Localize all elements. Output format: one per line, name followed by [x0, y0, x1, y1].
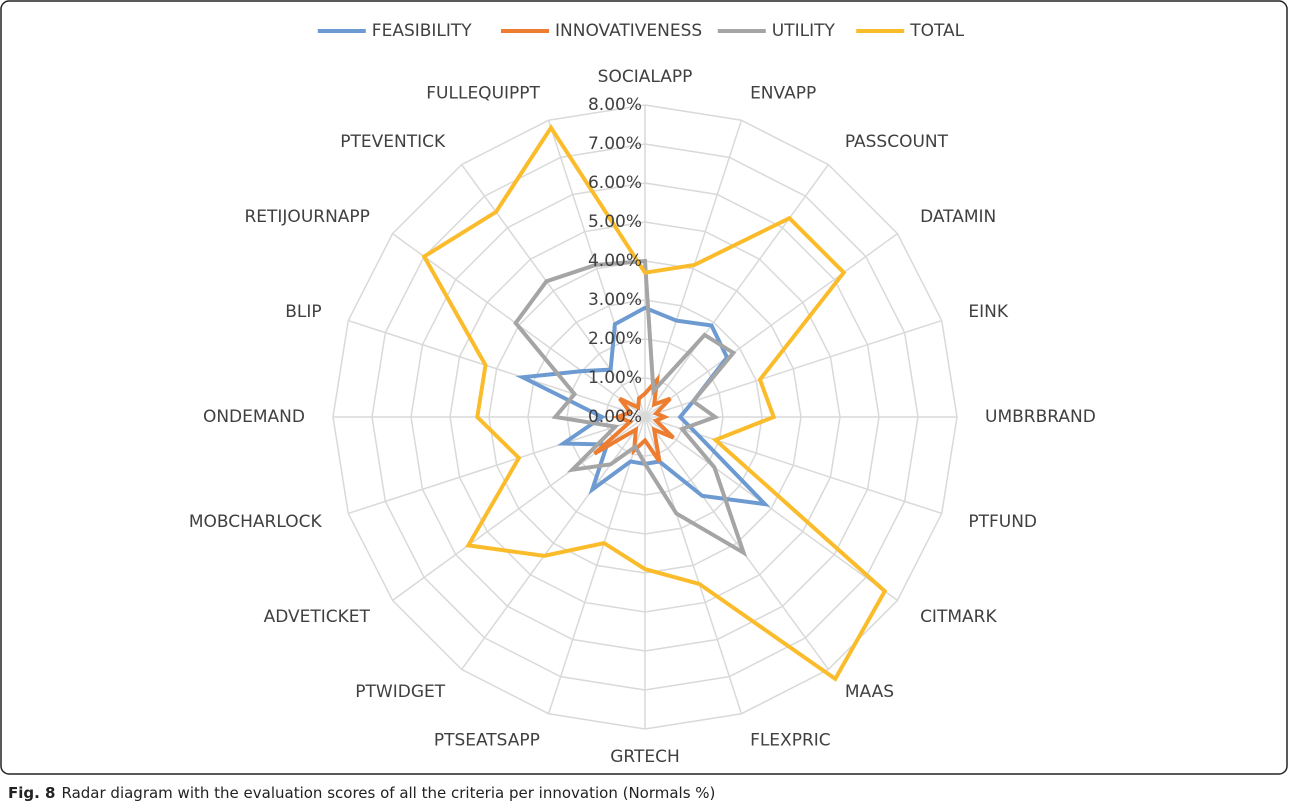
- spoke: [644, 416, 829, 670]
- category-label: FLEXPRIC: [750, 730, 831, 750]
- category-label: FULLEQUIPPT: [426, 84, 540, 104]
- series-line: [513, 258, 748, 558]
- category-label: UMBRBRAND: [985, 407, 1096, 427]
- legend-label: UTILITY: [772, 21, 836, 41]
- legend-label: FEASIBILITY: [372, 21, 472, 41]
- caption-label: Fig. 8: [8, 784, 55, 802]
- category-label: PTWIDGET: [355, 682, 445, 702]
- r-tick-label: 2.00%: [588, 329, 642, 349]
- spoke: [644, 120, 743, 418]
- category-label: ONDEMAND: [203, 407, 305, 427]
- caption: Fig. 8 Radar diagram with the evaluation …: [8, 784, 715, 802]
- category-label: PTSEATSAPP: [434, 730, 540, 750]
- r-tick-label: 7.00%: [588, 134, 642, 154]
- category-label: DATAMIN: [920, 207, 996, 227]
- r-tick-label: 8.00%: [588, 95, 642, 115]
- category-label: ADVETICKET: [264, 607, 371, 627]
- category-label: MAAS: [845, 682, 894, 702]
- category-label: EINK: [968, 302, 1008, 322]
- spoke: [461, 164, 646, 418]
- spoke: [644, 164, 829, 418]
- category-label: BLIP: [285, 302, 321, 322]
- r-tick-label: 1.00%: [588, 368, 642, 388]
- spoke: [644, 416, 743, 714]
- spoke: [547, 416, 646, 714]
- spoke: [644, 233, 898, 418]
- spoke: [461, 416, 646, 670]
- caption-text: Radar diagram with the evaluation scores…: [61, 784, 715, 802]
- legend-label: INNOVATIVENESS: [555, 21, 702, 41]
- category-label: ENVAPP: [750, 84, 816, 104]
- spoke: [644, 416, 898, 601]
- category-label: PASSCOUNT: [845, 132, 949, 152]
- category-label: CITMARK: [920, 607, 997, 627]
- category-label: SOCIALAPP: [598, 67, 693, 87]
- r-tick-label: 4.00%: [588, 251, 642, 271]
- legend-label: TOTAL: [909, 21, 964, 41]
- chart-frame: [0, 0, 1288, 775]
- category-label: PTEVENTICK: [340, 132, 446, 152]
- category-label: MOBCHARLOCK: [189, 512, 323, 532]
- category-label: RETIJOURNAPP: [244, 207, 369, 227]
- spoke: [547, 120, 646, 418]
- r-tick-label: 3.00%: [588, 290, 642, 310]
- r-tick-label: 6.00%: [588, 173, 642, 193]
- category-label: PTFUND: [968, 512, 1037, 532]
- series-line: [593, 373, 675, 463]
- r-tick-label: 5.00%: [588, 212, 642, 232]
- spoke: [348, 319, 646, 418]
- spoke: [348, 416, 646, 515]
- series-line: [421, 124, 888, 682]
- r-tick-label: 0.00%: [588, 407, 642, 427]
- category-label: GRTECH: [610, 747, 680, 767]
